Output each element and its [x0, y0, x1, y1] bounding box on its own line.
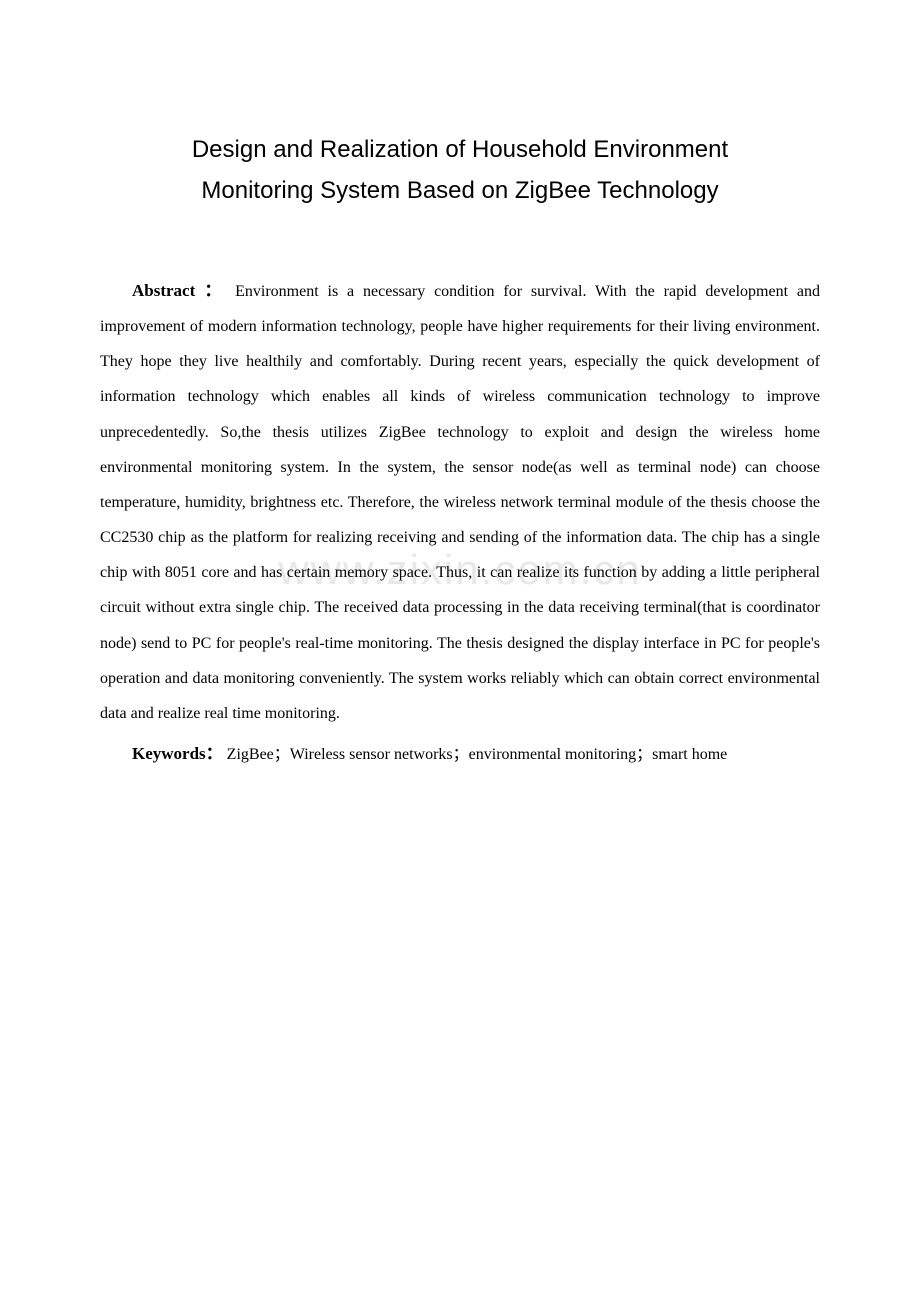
document-title: Design and Realization of Household Envi…	[100, 130, 820, 212]
abstract-paragraph: Abstract ： Environment is a necessary co…	[100, 272, 820, 732]
title-line-1: Design and Realization of Household Envi…	[192, 136, 728, 163]
keywords-body: ZigBee；Wireless sensor networks；environm…	[223, 746, 728, 763]
keywords-paragraph: Keywords： ZigBee；Wireless sensor network…	[100, 735, 820, 772]
title-line-2: Monitoring System Based on ZigBee Techno…	[201, 177, 718, 204]
document-content: Design and Realization of Household Envi…	[100, 130, 820, 773]
abstract-body: Environment is a necessary condition for…	[100, 283, 820, 722]
abstract-label: Abstract ：	[132, 281, 226, 300]
keywords-label: Keywords：	[132, 744, 223, 763]
